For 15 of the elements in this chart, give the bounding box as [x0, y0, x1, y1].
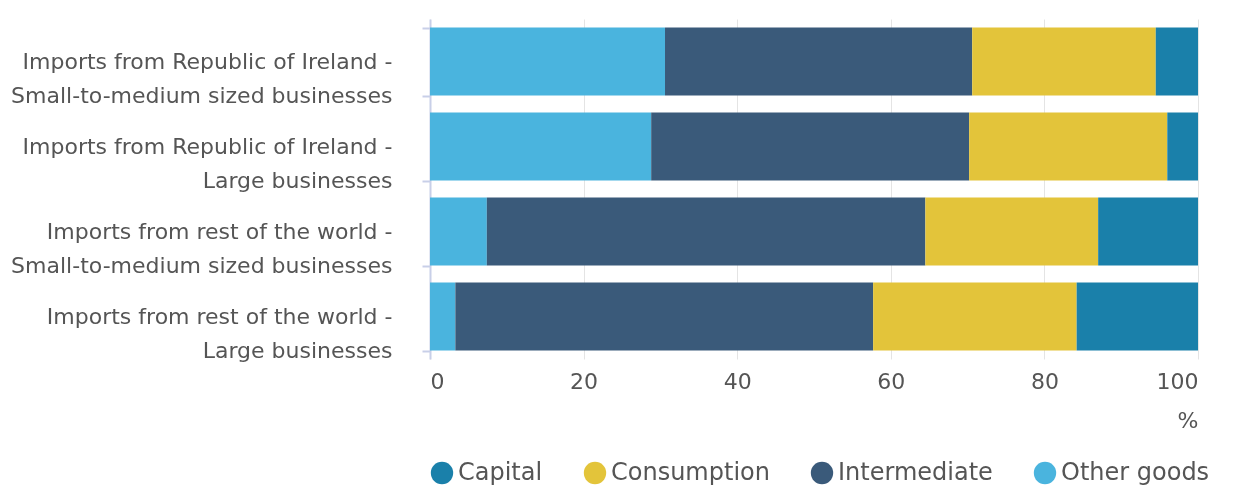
x-tick-label: 80 — [1030, 368, 1059, 394]
y-tick-label: Imports from rest of the world - Large businesses — [46, 304, 393, 363]
y-tick-label: Imports from Republic of Ireland - Large businesses — [22, 134, 393, 193]
x-tick-label: 0 — [430, 368, 445, 394]
y-tick-label: Imports from rest of the world - Small-to-medium sized businesses — [11, 219, 393, 278]
x-tick-label: 100 — [1156, 368, 1199, 394]
x-tick-label: 40 — [723, 368, 752, 394]
x-tick-label: 60 — [877, 368, 906, 394]
x-axis-title: % — [1177, 407, 1199, 433]
legend-label: Other goods — [1061, 458, 1210, 486]
legend-label: Consumption — [611, 458, 770, 486]
legend-label: Intermediate — [838, 458, 993, 486]
y-tick-label: Imports from Republic of Ireland - Small-to-medium sized businesses — [11, 49, 393, 108]
legend-label: Capital — [458, 458, 543, 486]
x-tick-label: 20 — [570, 368, 599, 394]
